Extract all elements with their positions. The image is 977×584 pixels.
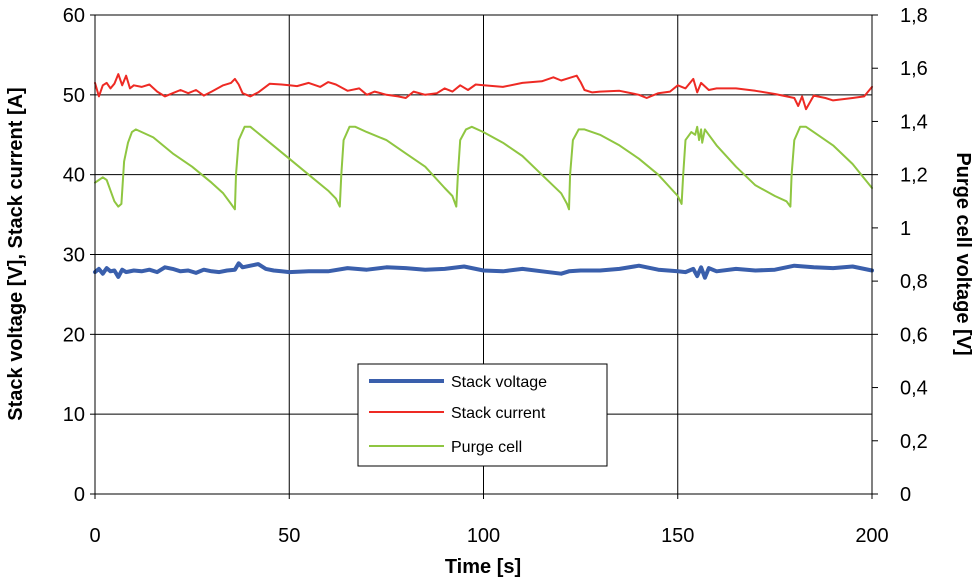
y2-tick-label: 0,2 bbox=[900, 431, 928, 453]
series-line-purge-cell bbox=[94, 125, 873, 211]
x-tick-label: 50 bbox=[278, 525, 300, 547]
y2-tick-label: 1,4 bbox=[900, 111, 928, 133]
legend-label-stack-voltage: Stack voltage bbox=[451, 374, 547, 391]
axes: 0 10 20 30 40 50 60 0 50 100 150 200 0 0,2 0,4 0,6 0,8 1 1… bbox=[63, 5, 928, 547]
y-tick-label: 60 bbox=[63, 5, 85, 27]
series-line-stack-current bbox=[94, 73, 873, 111]
y2-tick-label: 0,4 bbox=[900, 378, 928, 400]
y2-tick-label: 1 bbox=[900, 218, 911, 240]
y2-tick-label: 1,8 bbox=[900, 5, 928, 27]
y-tick-label: 0 bbox=[74, 484, 85, 506]
x-axis-title: Time [s] bbox=[445, 556, 521, 578]
y-tick-label: 30 bbox=[63, 245, 85, 267]
y2-axis-title: Purge cell voltage [V] bbox=[952, 152, 974, 355]
x-tick-label: 200 bbox=[855, 525, 888, 547]
chart-legend: Stack voltage Stack current Purge cell bbox=[357, 363, 608, 467]
x-tick-label: 100 bbox=[467, 525, 500, 547]
y2-tick-label: 1,6 bbox=[900, 58, 928, 80]
y2-tick-label: 0 bbox=[900, 484, 911, 506]
series-lines bbox=[93, 73, 874, 280]
x-tick-label: 150 bbox=[661, 525, 694, 547]
x-tick-label: 0 bbox=[89, 525, 100, 547]
series-line-stack-voltage bbox=[93, 261, 874, 280]
y2-tick-label: 1,2 bbox=[900, 165, 928, 187]
grid-lines bbox=[95, 15, 872, 494]
y-tick-label: 50 bbox=[63, 85, 85, 107]
y-tick-label: 40 bbox=[63, 165, 85, 187]
y-tick-label: 20 bbox=[63, 324, 85, 346]
legend-label-stack-current: Stack current bbox=[451, 405, 546, 422]
y2-tick-label: 0,8 bbox=[900, 271, 928, 293]
y-axis-title: Stack voltage [V], Stack current [A] bbox=[5, 87, 27, 420]
y-tick-label: 10 bbox=[63, 404, 85, 426]
y2-tick-label: 0,6 bbox=[900, 324, 928, 346]
legend-label-purge-cell: Purge cell bbox=[451, 439, 522, 456]
